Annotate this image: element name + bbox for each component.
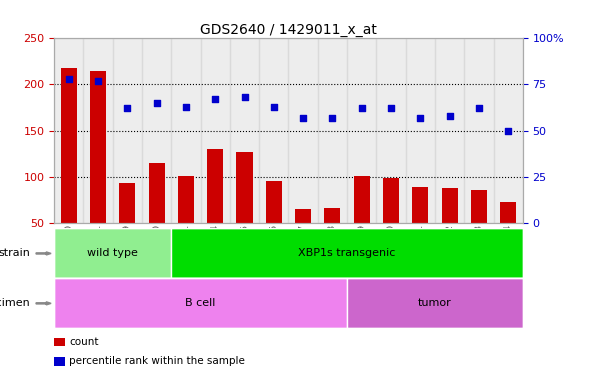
Bar: [236, 152, 252, 223]
Bar: [406, 38, 435, 223]
Text: wild type: wild type: [87, 248, 138, 258]
Bar: [230, 38, 259, 223]
Bar: [259, 38, 288, 223]
Point: [298, 114, 308, 121]
Point: [357, 105, 367, 111]
Bar: [207, 149, 224, 223]
Bar: [376, 38, 406, 223]
Bar: [90, 71, 106, 223]
Text: B cell: B cell: [185, 298, 216, 308]
Bar: [113, 38, 142, 223]
Bar: [500, 202, 516, 223]
Point: [240, 94, 249, 101]
Text: GDS2640 / 1429011_x_at: GDS2640 / 1429011_x_at: [200, 23, 377, 37]
Bar: [201, 38, 230, 223]
Point: [386, 105, 396, 111]
Bar: [383, 179, 399, 223]
Bar: [178, 176, 194, 223]
Point: [445, 113, 454, 119]
Bar: [353, 176, 370, 223]
Bar: [442, 188, 458, 223]
Bar: [295, 209, 311, 223]
Bar: [288, 38, 318, 223]
Point: [415, 114, 425, 121]
Bar: [119, 183, 135, 223]
Point: [64, 76, 73, 82]
Text: count: count: [69, 337, 99, 347]
Text: percentile rank within the sample: percentile rank within the sample: [69, 356, 245, 366]
Bar: [465, 38, 493, 223]
Text: specimen: specimen: [0, 298, 30, 308]
Bar: [493, 38, 523, 223]
Text: XBP1s transgenic: XBP1s transgenic: [298, 248, 396, 258]
Point: [269, 104, 279, 110]
Point: [152, 100, 162, 106]
Point: [328, 114, 337, 121]
Bar: [318, 38, 347, 223]
Bar: [84, 38, 113, 223]
Bar: [471, 190, 487, 223]
Text: strain: strain: [0, 248, 30, 258]
Point: [474, 105, 484, 111]
Bar: [54, 38, 84, 223]
Bar: [61, 68, 77, 223]
Bar: [142, 38, 171, 223]
Bar: [347, 38, 376, 223]
Point: [210, 96, 220, 102]
Bar: [148, 163, 165, 223]
Point: [181, 104, 191, 110]
Bar: [435, 38, 464, 223]
Text: tumor: tumor: [418, 298, 452, 308]
Bar: [171, 38, 201, 223]
Bar: [325, 208, 341, 223]
Bar: [266, 181, 282, 223]
Point: [504, 127, 513, 134]
Bar: [412, 187, 429, 223]
Point: [123, 105, 132, 111]
Point: [93, 78, 103, 84]
